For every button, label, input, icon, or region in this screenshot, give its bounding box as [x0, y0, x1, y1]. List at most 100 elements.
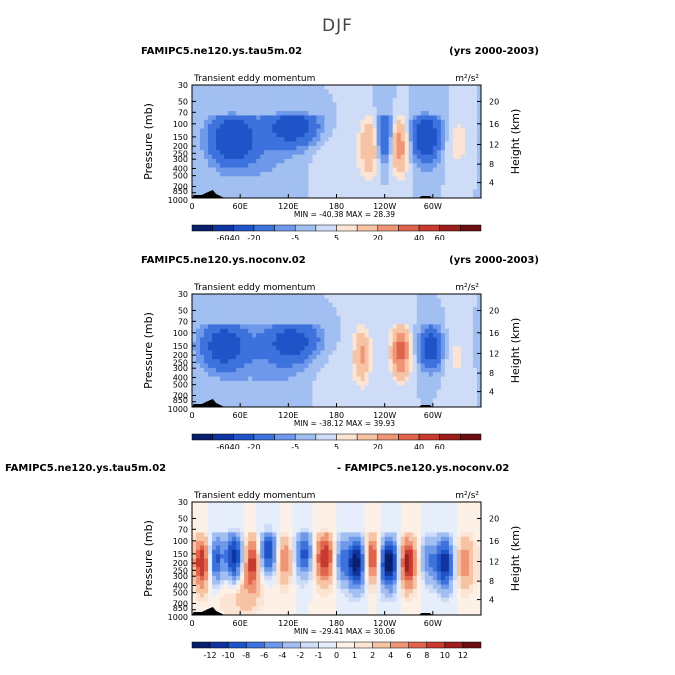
field-cell	[432, 124, 438, 129]
field-cell	[372, 102, 378, 108]
field-cell	[340, 171, 345, 177]
field-cell	[408, 158, 414, 164]
field-cell	[224, 558, 229, 564]
field-cell	[276, 376, 281, 382]
field-cell	[356, 167, 361, 173]
field-cell	[440, 536, 446, 542]
field-cell	[264, 515, 269, 520]
field-cell	[392, 307, 398, 312]
field-cell	[244, 341, 249, 347]
field-cell	[424, 354, 430, 360]
colorbar-swatch	[212, 224, 234, 232]
field-cell	[448, 150, 454, 155]
field-cell	[340, 367, 345, 373]
field-cell	[340, 320, 345, 325]
field-cell	[432, 93, 438, 99]
field-cell	[464, 315, 470, 321]
field-cell	[252, 337, 257, 343]
field-cell	[336, 132, 341, 138]
field-cell	[252, 124, 257, 129]
field-cell	[248, 307, 253, 312]
field-cell	[364, 176, 370, 182]
field-cell	[216, 549, 221, 555]
field-cell	[440, 294, 446, 299]
field-cell	[200, 350, 205, 356]
field-cell	[344, 385, 349, 391]
field-cell	[364, 350, 370, 356]
field-cell	[384, 541, 390, 546]
field-cell	[248, 115, 253, 121]
field-cell	[208, 132, 213, 138]
field-cell	[304, 337, 309, 343]
field-cell	[400, 311, 406, 317]
field-cell	[224, 393, 229, 399]
field-cell	[244, 367, 249, 373]
field-cell	[220, 324, 225, 330]
field-cell	[400, 359, 406, 364]
field-cell	[388, 393, 394, 399]
field-cell	[280, 294, 285, 299]
field-cell	[232, 549, 237, 555]
field-cell	[204, 137, 209, 142]
x-tick-label: 120E	[278, 411, 298, 420]
field-cell	[440, 184, 446, 190]
field-cell	[304, 554, 309, 559]
field-cell	[404, 528, 410, 533]
field-cell	[396, 523, 402, 529]
field-cell	[360, 350, 365, 356]
field-cell	[260, 367, 265, 373]
field-cell	[404, 163, 410, 168]
field-cell	[252, 402, 257, 408]
field-cell	[328, 320, 333, 325]
field-cell	[232, 367, 237, 373]
field-cell	[368, 393, 374, 399]
field-cell	[264, 307, 269, 312]
field-cell	[428, 385, 434, 391]
field-cell	[276, 393, 281, 399]
field-cell	[332, 515, 337, 520]
field-cell	[244, 532, 249, 538]
field-cell	[296, 193, 301, 199]
colorbar-label: -20	[247, 443, 260, 449]
field-cell	[344, 359, 349, 364]
field-cell	[220, 302, 225, 308]
field-cell	[328, 389, 333, 395]
field-cell	[292, 180, 297, 186]
field-cell	[224, 158, 229, 164]
field-cell	[372, 106, 378, 112]
field-cell	[412, 541, 418, 546]
field-cell	[268, 93, 273, 99]
field-cell	[276, 519, 281, 525]
field-cell	[360, 307, 365, 312]
field-cell	[240, 363, 245, 369]
field-cell	[228, 519, 233, 525]
field-cell	[328, 141, 333, 147]
field-cell	[220, 294, 225, 299]
field-cell	[372, 119, 378, 125]
field-cell	[332, 328, 337, 334]
field-cell	[472, 562, 478, 568]
field-cell	[392, 341, 398, 347]
field-cell	[240, 398, 245, 404]
field-cell	[416, 372, 422, 377]
field-cell	[368, 184, 374, 190]
field-cell	[212, 98, 217, 103]
field-cell	[232, 359, 237, 364]
field-cell	[228, 85, 233, 90]
field-cell	[380, 506, 386, 512]
field-cell	[460, 298, 466, 304]
field-cell	[316, 385, 321, 391]
field-cell	[408, 111, 414, 116]
field-cell	[468, 111, 474, 116]
field-cell	[324, 311, 329, 317]
field-cell	[388, 558, 394, 564]
field-cell	[420, 102, 426, 108]
field-cell	[472, 111, 478, 116]
field-cell	[348, 119, 353, 125]
field-cell	[292, 549, 297, 555]
field-cell	[192, 154, 197, 160]
y-tick-label: 300	[173, 364, 188, 373]
field-cell	[468, 189, 474, 195]
field-cell	[220, 128, 225, 134]
field-cell	[468, 532, 474, 538]
